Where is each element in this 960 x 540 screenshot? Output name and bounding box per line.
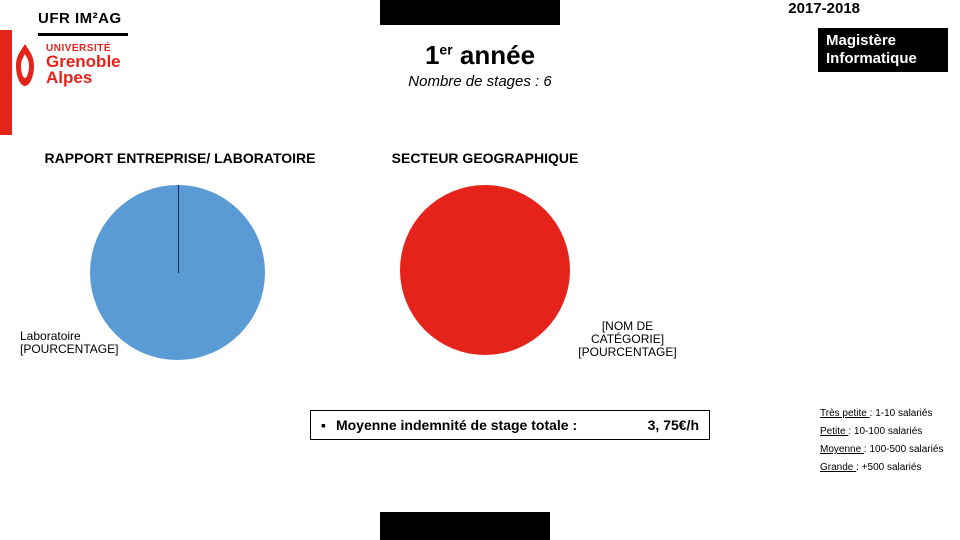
page-subtitle: Nombre de stages : 6: [0, 73, 960, 90]
bullet-icon: ▪: [321, 417, 326, 433]
chart1-slice-label: Laboratoire [POURCENTAGE]: [20, 330, 100, 356]
size-legend-desc: : 10-100 salariés: [848, 426, 922, 437]
top-black-bar: [380, 0, 560, 25]
average-label: Moyenne indemnité de stage totale :: [336, 417, 577, 433]
size-legend-desc: : +500 salariés: [856, 462, 921, 473]
page-title: 1er année: [0, 40, 960, 71]
title-suffix: année: [453, 40, 535, 70]
ufr-label: UFR IM²AG: [38, 10, 160, 27]
size-legend-name: Très petite: [820, 408, 870, 419]
size-legend-row: Moyenne : 100-500 salariés: [820, 441, 960, 459]
bottom-black-bar: [380, 512, 550, 540]
chart1-pie: [90, 185, 265, 360]
size-legend-row: Très petite : 1-10 salariés: [820, 405, 960, 423]
size-legend: Très petite : 1-10 salariésPetite : 10-1…: [820, 405, 960, 477]
average-box: ▪ Moyenne indemnité de stage totale : 3,…: [310, 410, 710, 440]
page-title-block: 1er année Nombre de stages : 6: [0, 40, 960, 90]
chart2-pie: [400, 185, 570, 355]
size-legend-desc: : 100-500 salariés: [864, 444, 944, 455]
chart1-separator: [178, 185, 179, 273]
ufr-divider: [38, 33, 128, 36]
chart2-slice-label: [NOM DE CATÉGORIE] [POURCENTAGE]: [575, 320, 680, 360]
size-legend-name: Petite: [820, 426, 848, 437]
title-super: er: [439, 41, 452, 57]
chart1-title: RAPPORT ENTREPRISE/ LABORATOIRE: [40, 150, 320, 166]
size-legend-row: Grande : +500 salariés: [820, 459, 960, 477]
average-value: 3, 75€/h: [618, 417, 699, 433]
academic-year: 2017-2018: [788, 0, 860, 17]
chart2-title: SECTEUR GEOGRAPHIQUE: [375, 150, 595, 166]
size-legend-name: Moyenne: [820, 444, 864, 455]
size-legend-desc: : 1-10 salariés: [870, 408, 933, 419]
size-legend-name: Grande: [820, 462, 856, 473]
title-prefix: 1: [425, 40, 439, 70]
size-legend-row: Petite : 10-100 salariés: [820, 423, 960, 441]
